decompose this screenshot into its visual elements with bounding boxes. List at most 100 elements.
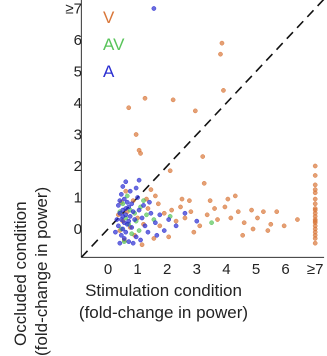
data-point-v <box>123 188 129 194</box>
data-point-a <box>161 228 167 233</box>
data-point-a <box>121 196 127 202</box>
data-point-v <box>187 198 192 203</box>
data-point-v <box>235 209 241 215</box>
data-point-av <box>136 228 142 233</box>
y-axis-label-line1: Occluded condition <box>11 201 30 346</box>
x-tick-label: ≥7 <box>307 261 324 278</box>
data-point-a <box>123 206 129 211</box>
data-point-v <box>133 132 139 137</box>
x-tick-label: 1 <box>133 261 141 278</box>
data-point-a <box>147 199 152 205</box>
data-point-a <box>182 210 188 216</box>
data-point-v <box>139 242 145 248</box>
data-point-a <box>120 214 126 219</box>
data-point-a <box>117 210 123 216</box>
data-point-v <box>255 215 260 221</box>
data-point-v <box>188 209 194 215</box>
data-point-v <box>161 210 167 216</box>
data-point-av <box>120 201 126 207</box>
y-axis-label-line2: (fold-change in power) <box>32 186 51 356</box>
data-point-a <box>127 214 133 219</box>
data-point-a <box>141 203 146 208</box>
legend-item-av: AV <box>103 35 125 54</box>
data-point-v <box>265 228 271 233</box>
data-point-v <box>200 154 206 159</box>
y-tick-label: 5 <box>74 64 82 81</box>
data-point-v <box>148 187 154 192</box>
data-point-v <box>215 217 220 222</box>
data-point-a <box>116 203 121 208</box>
data-point-v <box>138 151 143 156</box>
data-point-a <box>148 210 154 216</box>
data-point-v <box>221 88 226 93</box>
data-point-v <box>204 212 210 218</box>
data-point-v <box>312 201 318 207</box>
data-point-v <box>312 196 318 202</box>
data-point-v <box>155 201 161 207</box>
data-point-v <box>312 187 318 192</box>
y-tick-label: 3 <box>74 127 82 144</box>
data-point-av <box>129 231 135 237</box>
legend: V AV A <box>103 8 125 81</box>
y-axis-label: Occluded condition (fold-change in power… <box>0 134 59 356</box>
x-axis-label-line2: (fold-change in power) <box>78 303 249 322</box>
data-point-v <box>170 97 176 103</box>
x-tick-label: 4 <box>222 261 230 278</box>
data-point-v <box>145 206 151 211</box>
data-point-a <box>194 218 200 224</box>
data-point-a <box>123 229 129 235</box>
data-point-v <box>268 221 274 227</box>
data-point-a <box>135 195 140 200</box>
data-point-v <box>312 163 318 169</box>
data-point-v <box>126 105 132 111</box>
data-point-a <box>138 237 143 243</box>
x-tick-label: 0 <box>104 261 112 278</box>
data-point-v <box>201 180 207 186</box>
x-tick-label: 2 <box>163 261 171 278</box>
data-point-v <box>312 173 318 178</box>
data-point-v <box>222 204 228 210</box>
data-point-v <box>173 218 179 224</box>
data-point-v <box>179 196 185 202</box>
data-point-v <box>312 207 318 213</box>
data-point-v <box>241 220 247 226</box>
data-point-a <box>117 198 123 203</box>
points-layer <box>113 6 318 248</box>
data-point-a <box>151 6 157 11</box>
data-point-a <box>116 223 121 229</box>
data-point-v <box>261 209 266 215</box>
data-point-a <box>130 209 136 215</box>
x-tick-label: 3 <box>193 261 201 278</box>
data-point-a <box>121 236 127 241</box>
data-point-v <box>232 193 238 199</box>
data-point-a <box>153 220 158 226</box>
data-point-a <box>130 240 136 246</box>
data-point-a <box>113 229 118 235</box>
data-point-v <box>249 207 254 213</box>
y-tick-label: ≥7 <box>65 1 82 18</box>
data-point-a <box>127 188 133 194</box>
data-point-a <box>145 229 151 235</box>
data-point-v <box>281 223 287 229</box>
x-tick-label: 6 <box>281 261 289 278</box>
data-point-av <box>209 220 214 226</box>
data-point-a <box>166 217 172 222</box>
data-point-a <box>173 223 179 229</box>
data-point-a <box>136 177 142 183</box>
data-point-v <box>207 198 213 203</box>
data-point-v <box>218 51 223 57</box>
data-point-v <box>274 209 280 215</box>
legend-item-v: V <box>103 8 115 27</box>
data-point-v <box>192 108 198 114</box>
data-point-v <box>191 229 197 235</box>
data-point-a <box>133 234 139 240</box>
data-point-v <box>167 168 173 174</box>
data-point-a <box>118 192 124 197</box>
data-point-a <box>157 212 163 218</box>
data-point-a <box>124 199 130 205</box>
data-point-v <box>219 40 225 46</box>
data-point-a <box>142 223 148 229</box>
data-point-a <box>129 201 135 207</box>
data-point-av <box>141 198 146 203</box>
x-tick-label: 5 <box>252 261 260 278</box>
